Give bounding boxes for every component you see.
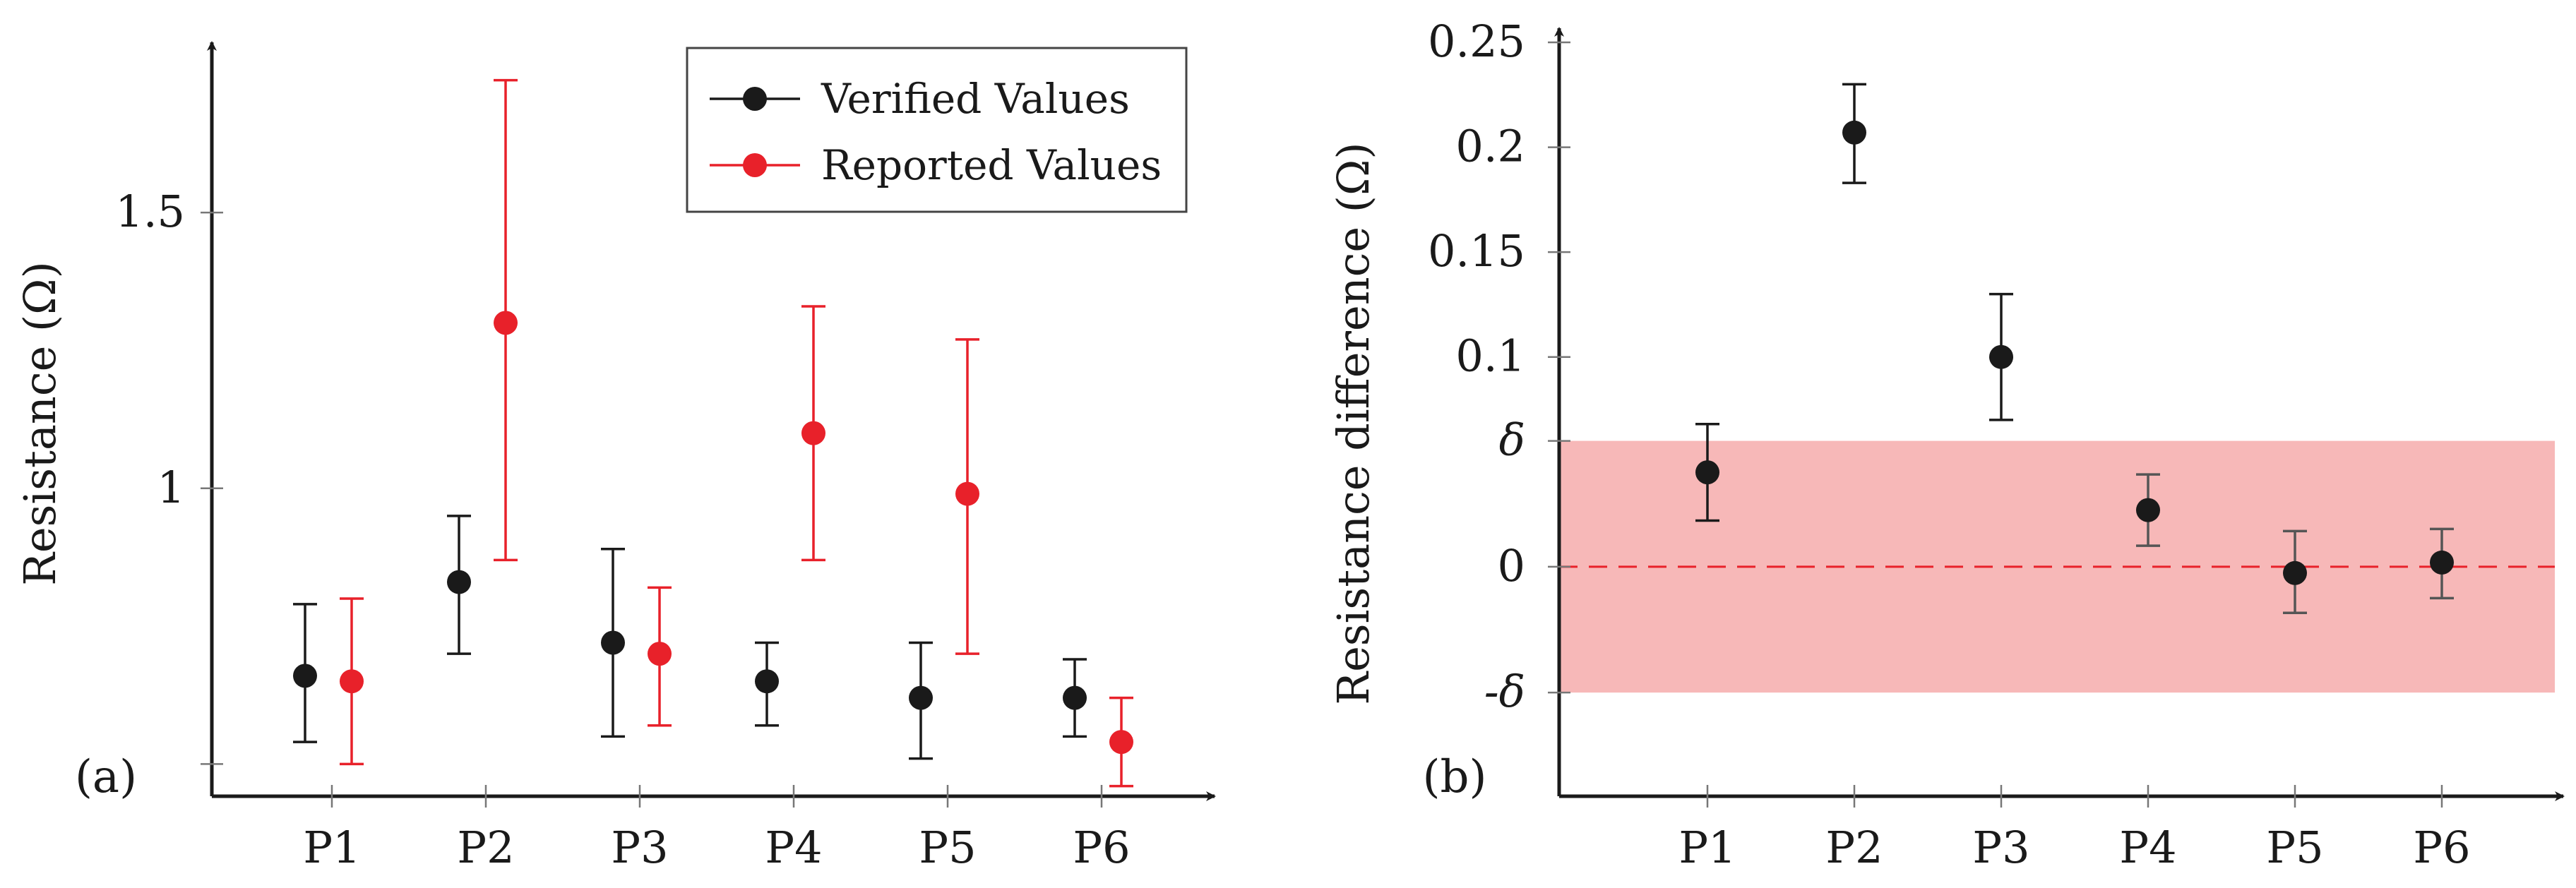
data-point — [1063, 685, 1087, 710]
data-point — [1695, 460, 1719, 485]
data-point — [955, 481, 979, 506]
data-point — [447, 570, 471, 594]
y-tick-label: δ — [1499, 414, 1525, 466]
data-point — [648, 642, 672, 666]
x-tick-label: P5 — [919, 822, 976, 873]
y-tick-label: 0.1 — [1455, 330, 1525, 382]
x-tick-label: P6 — [2413, 822, 2470, 873]
x-tick-label: P4 — [2119, 822, 2176, 873]
y-axis-title: Resistance (Ω) — [14, 261, 66, 586]
x-tick-label: P1 — [303, 822, 360, 873]
x-tick-label: P2 — [457, 822, 514, 873]
y-tick-label: 0.25 — [1428, 16, 1525, 67]
x-tick-label: P4 — [765, 822, 822, 873]
data-point — [1842, 120, 1866, 145]
panel-a-resistance-chart: 1 1.5 P1 P2 P3 P4 P5 P6 Resistance (Ω) (a) Verifie… — [14, 41, 1216, 873]
y-tick-label: 1 — [157, 462, 185, 513]
legend-marker — [743, 153, 767, 177]
data-point — [293, 664, 317, 688]
data-point — [2430, 550, 2454, 575]
y-tick-label: 0 — [1498, 540, 1525, 592]
data-point — [909, 685, 933, 710]
x-tick-label: P6 — [1073, 822, 1130, 873]
panel-b-resistance-difference-chart: -δ 0 δ 0.1 0.15 0.2 0.25 P1 P2 P3 P4 P5 P6 Resistance… — [1328, 16, 2565, 873]
data-point — [601, 630, 625, 655]
panel-label: (a) — [75, 751, 137, 803]
data-point — [340, 669, 364, 694]
data-point — [1989, 344, 2013, 369]
legend-box — [686, 47, 1188, 213]
legend-label: Verified Values — [821, 75, 1130, 123]
x-tick-label: P3 — [1972, 822, 2029, 873]
x-tick-label: P5 — [2266, 822, 2323, 873]
y-tick-label: 0.2 — [1455, 121, 1525, 172]
y-tick-label: -δ — [1484, 666, 1525, 717]
x-tick-label: P2 — [1825, 822, 1883, 873]
legend-label: Reported Values — [821, 141, 1162, 189]
y-axis-title: Resistance difference (Ω) — [1328, 142, 1379, 704]
data-point — [2283, 560, 2307, 585]
panel-label: (b) — [1423, 751, 1487, 803]
y-tick-label: 1.5 — [115, 186, 185, 237]
data-point — [494, 311, 518, 335]
data-point — [1109, 730, 1133, 755]
legend-marker — [743, 87, 767, 111]
x-tick-label: P3 — [611, 822, 668, 873]
data-point — [2136, 498, 2160, 522]
data-point — [755, 669, 779, 694]
data-point — [801, 421, 825, 445]
x-tick-label: P1 — [1678, 822, 1736, 873]
y-tick-label: 0.15 — [1428, 225, 1525, 277]
